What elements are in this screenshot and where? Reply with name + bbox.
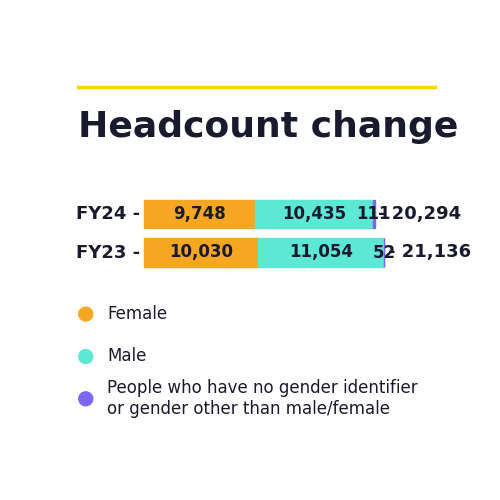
Text: Male: Male [107,348,146,366]
Text: 10,435: 10,435 [282,205,346,223]
Bar [258,238,384,267]
Text: Female: Female [107,305,167,323]
Circle shape [79,307,92,321]
Bar [144,200,254,228]
Text: 52: 52 [372,244,396,262]
Text: 9,748: 9,748 [173,205,226,223]
Text: - 21,136: - 21,136 [388,244,471,262]
Text: Headcount change: Headcount change [78,110,458,144]
Text: FY24 -: FY24 - [76,205,140,223]
Bar [254,200,374,228]
Text: 111: 111 [356,205,391,223]
Text: FY23 -: FY23 - [76,244,140,262]
Bar [144,238,258,267]
Text: People who have no gender identifier
or gender other than male/female: People who have no gender identifier or … [107,380,418,418]
Circle shape [79,350,92,364]
Text: - 20,294: - 20,294 [378,205,462,223]
Text: 10,030: 10,030 [169,244,233,262]
Text: 11,054: 11,054 [288,244,352,262]
Circle shape [79,392,92,406]
